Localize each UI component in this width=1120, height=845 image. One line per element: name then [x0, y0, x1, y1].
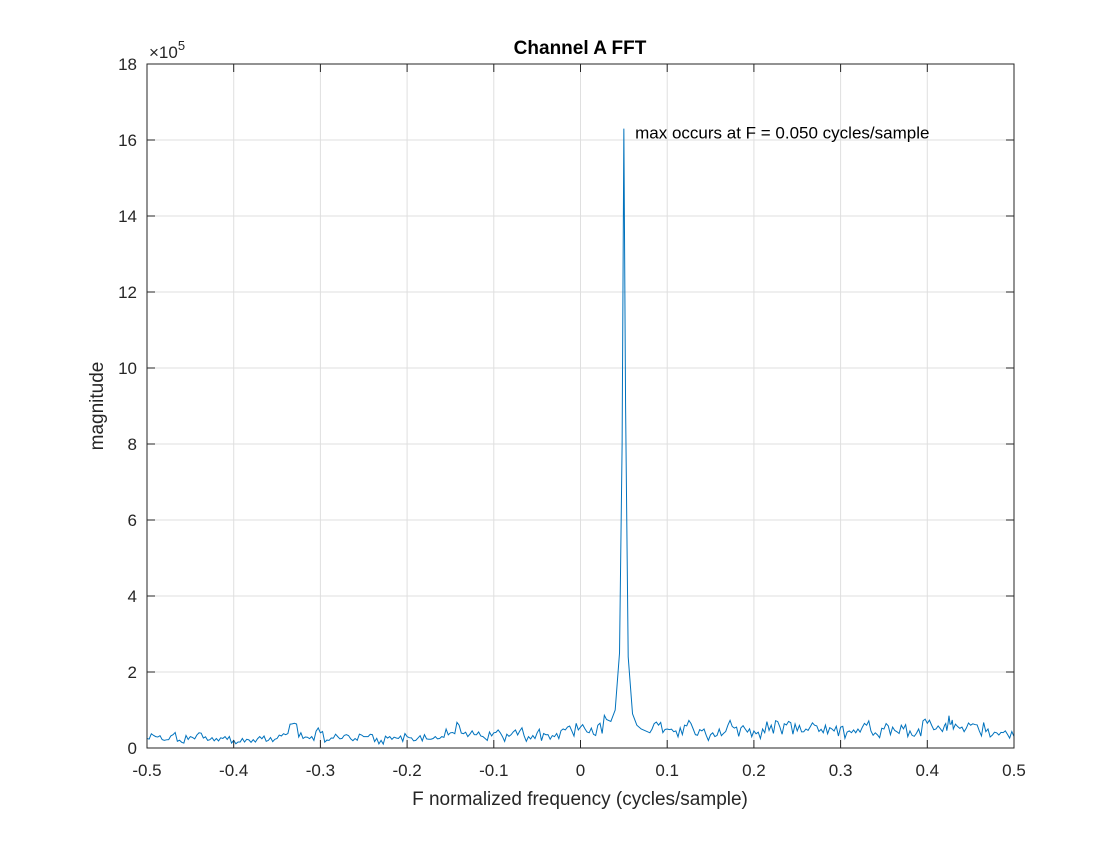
y-tick-label: 18	[118, 55, 137, 74]
x-tick-label: 0.3	[829, 761, 853, 780]
x-axis-label: F normalized frequency (cycles/sample)	[412, 789, 748, 810]
y-tick-label: 12	[118, 283, 137, 302]
x-tick-label: -0.3	[306, 761, 335, 780]
y-tick-label: 0	[128, 739, 137, 758]
x-tick-label: -0.5	[132, 761, 161, 780]
x-tick-label: 0.4	[915, 761, 939, 780]
grid	[146, 63, 1015, 749]
y-exponent-label: ×105	[149, 38, 185, 62]
ticks	[146, 63, 1015, 749]
chart-title: Channel A FFT	[514, 38, 647, 59]
y-axis-label: magnitude	[87, 362, 108, 451]
x-tick-label: 0	[576, 761, 585, 780]
y-exponent-power: 5	[178, 38, 185, 53]
y-tick-label: 6	[128, 511, 137, 530]
y-tick-label: 8	[128, 435, 137, 454]
y-tick-label: 16	[118, 131, 137, 150]
max-annotation: max occurs at F = 0.050 cycles/sample	[635, 123, 929, 142]
x-tick-label: -0.4	[219, 761, 248, 780]
series-layer	[146, 128, 1015, 746]
x-tick-label: -0.1	[479, 761, 508, 780]
x-tick-label: -0.2	[392, 761, 421, 780]
x-tick-labels: -0.5 -0.4 -0.3 -0.2 -0.1 0 0.1 0.2 0.3 0.4 0.5	[132, 761, 1025, 780]
series-line	[146, 128, 1015, 746]
y-tick-label: 4	[128, 587, 137, 606]
x-tick-label: 0.1	[655, 761, 679, 780]
y-tick-label: 2	[128, 663, 137, 682]
x-tick-label: 0.5	[1002, 761, 1026, 780]
y-tick-labels: 0 2 4 6 8 10 12 14 16 18	[118, 55, 137, 758]
y-exponent-base: ×10	[149, 43, 178, 62]
y-tick-label: 14	[118, 207, 137, 226]
y-tick-label: 10	[118, 359, 137, 378]
x-tick-label: 0.2	[742, 761, 766, 780]
